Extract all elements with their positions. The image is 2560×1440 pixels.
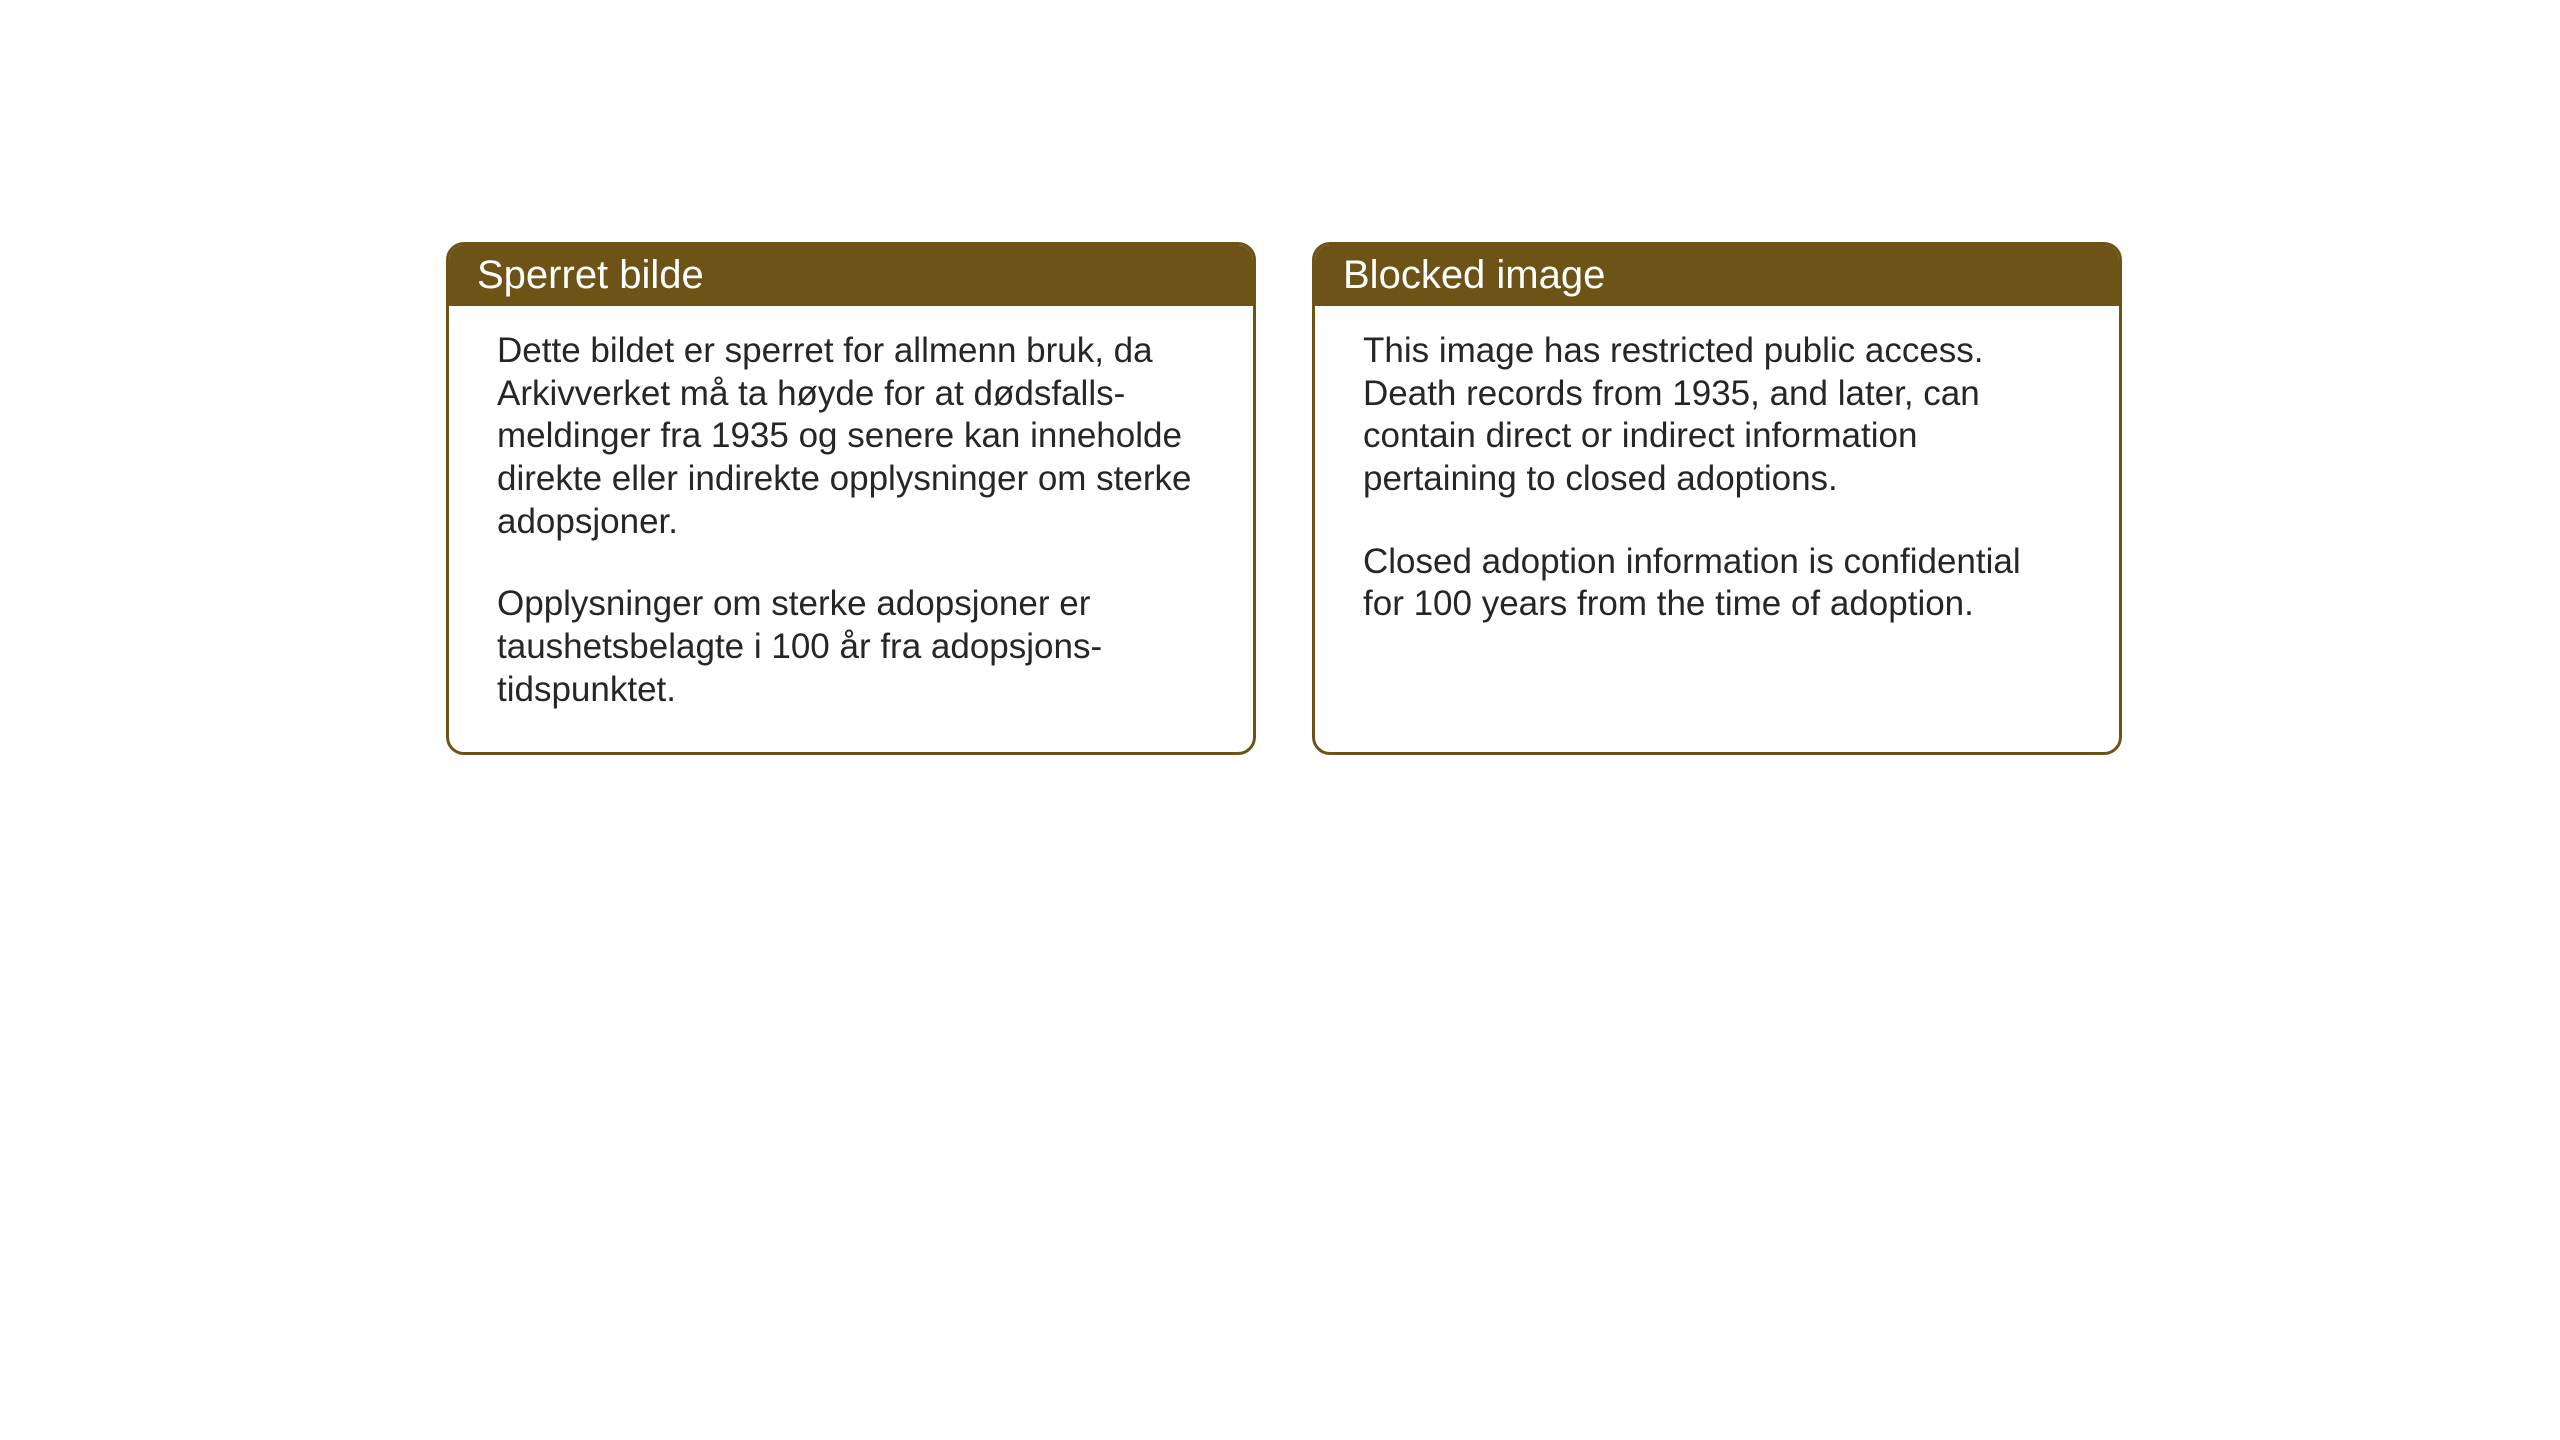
card-body-english: This image has restricted public access.… <box>1315 306 2119 736</box>
card-title-norwegian: Sperret bilde <box>477 253 704 297</box>
card-paragraph-1-norwegian: Dette bildet er sperret for allmenn bruk… <box>497 330 1205 543</box>
card-paragraph-1-english: This image has restricted public access.… <box>1363 330 2071 501</box>
card-paragraph-2-norwegian: Opplysninger om sterke adopsjoner er tau… <box>497 583 1205 711</box>
card-paragraph-2-english: Closed adoption information is confident… <box>1363 541 2071 626</box>
notice-cards-container: Sperret bilde Dette bildet er sperret fo… <box>446 242 2122 755</box>
notice-card-english: Blocked image This image has restricted … <box>1312 242 2122 755</box>
card-body-norwegian: Dette bildet er sperret for allmenn bruk… <box>449 306 1253 752</box>
card-header-norwegian: Sperret bilde <box>449 245 1253 306</box>
notice-card-norwegian: Sperret bilde Dette bildet er sperret fo… <box>446 242 1256 755</box>
card-title-english: Blocked image <box>1343 253 1605 297</box>
card-header-english: Blocked image <box>1315 245 2119 306</box>
